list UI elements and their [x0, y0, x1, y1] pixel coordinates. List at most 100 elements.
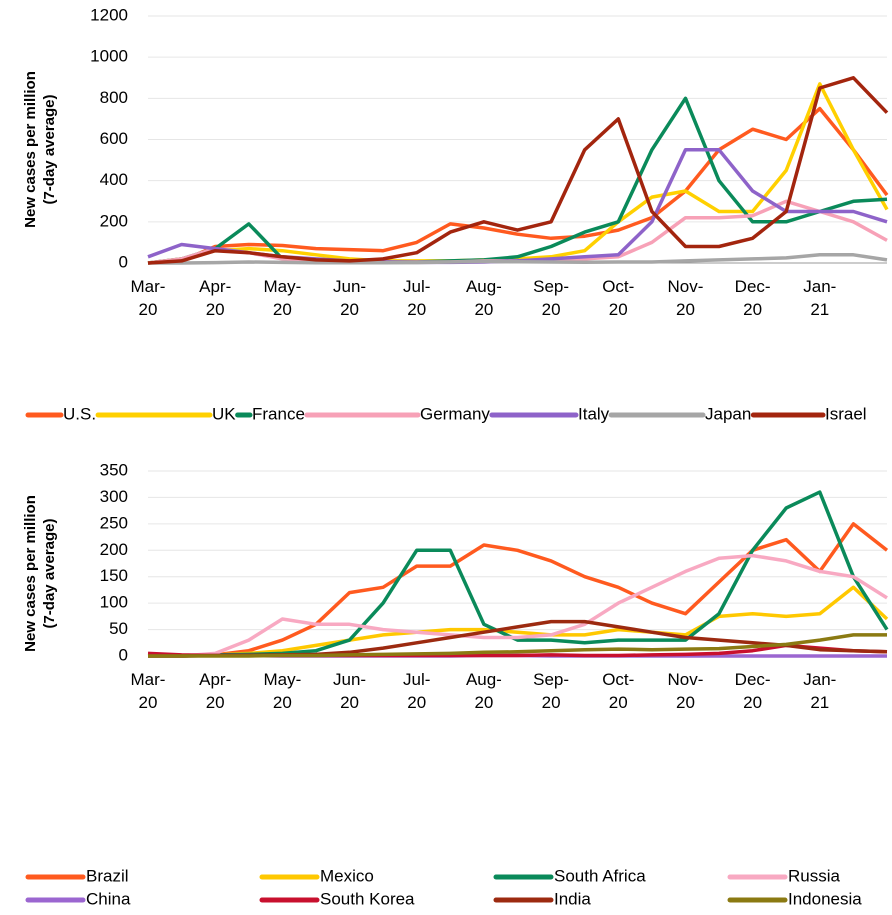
y-tick-label: 800: [100, 88, 128, 107]
x-tick-line: Jun-: [333, 670, 366, 689]
legend-label: Mexico: [320, 866, 374, 885]
x-tick-line: Jun-: [333, 277, 366, 296]
x-tick-line: Nov-: [668, 277, 704, 296]
data-line: [147, 96, 888, 265]
y-tick-label: 0: [119, 252, 128, 271]
x-tick-label: Nov- 20: [668, 277, 704, 319]
legend-label: Indonesia: [788, 889, 862, 908]
x-tick-label: Aug- 20: [466, 277, 502, 319]
x-tick-line: 20: [340, 300, 359, 319]
data-line: [148, 253, 888, 265]
legend-label: Germany: [420, 404, 490, 423]
x-tick-line: Mar-: [131, 277, 166, 296]
x-tick-line: Oct-: [602, 277, 634, 296]
x-tick-label: Jun- 20: [333, 670, 366, 712]
x-tick-line: Dec-: [735, 277, 771, 296]
x-tick-line: Jan-: [803, 670, 836, 689]
x-tick-line: 20: [407, 693, 426, 712]
x-tick-label: Apr- 20: [199, 277, 231, 319]
x-tick-label: Oct- 20: [602, 670, 634, 712]
y-tick-label: 1000: [90, 47, 128, 66]
x-tick-line: 20: [273, 693, 292, 712]
data-line: [147, 76, 889, 265]
x-tick-line: Nov-: [668, 670, 704, 689]
x-tick-line: 20: [139, 693, 158, 712]
y-tick-label: 350: [100, 460, 128, 479]
x-tick-line: 20: [407, 300, 426, 319]
legend-label: Italy: [578, 404, 610, 423]
x-tick-line: May-: [263, 670, 301, 689]
legend-label: France: [252, 404, 305, 423]
x-tick-label: May- 20: [263, 277, 301, 319]
x-tick-line: Jul-: [403, 277, 430, 296]
x-tick-label: Dec- 20: [735, 670, 771, 712]
x-tick-line: 20: [139, 300, 158, 319]
data-line: [148, 522, 889, 658]
x-tick-label: Mar- 20: [131, 670, 166, 712]
data-line: [148, 633, 887, 658]
legend-label: UK: [212, 404, 236, 423]
y-tick-label: 0: [119, 645, 128, 664]
x-tick-line: May-: [263, 277, 301, 296]
x-tick-line: 20: [676, 300, 695, 319]
x-tick-line: 20: [609, 693, 628, 712]
x-tick-label: Oct- 20: [602, 277, 634, 319]
x-tick-line: Apr-: [199, 670, 231, 689]
x-tick-line: 20: [273, 300, 292, 319]
x-tick-line: Mar-: [131, 670, 166, 689]
x-tick-label: Sep- 20: [533, 277, 569, 319]
x-tick-label: Aug- 20: [466, 670, 502, 712]
x-tick-line: 20: [474, 300, 493, 319]
legend-label: South Africa: [554, 866, 646, 885]
x-tick-line: 20: [340, 693, 359, 712]
legend-label: South Korea: [320, 889, 415, 908]
x-tick-line: Jan-: [803, 277, 836, 296]
y-tick-label: 400: [100, 170, 128, 189]
y-tick-label: 200: [100, 540, 128, 559]
y-axis-label-line: (7-day average): [41, 518, 58, 628]
y-tick-label: 200: [100, 211, 128, 230]
x-tick-line: 20: [609, 300, 628, 319]
x-tick-line: Aug-: [466, 670, 502, 689]
data-line: [147, 106, 889, 265]
y-tick-label: 600: [100, 129, 128, 148]
x-tick-label: Nov- 20: [668, 670, 704, 712]
x-tick-label: May- 20: [263, 670, 301, 712]
x-tick-label: Jan- 21: [803, 277, 836, 319]
y-axis-label: New cases per million (7-day average): [22, 495, 58, 652]
data-line: [148, 585, 889, 658]
x-tick-line: 20: [542, 693, 561, 712]
legend-label: India: [554, 889, 591, 908]
x-tick-line: Sep-: [533, 670, 569, 689]
x-tick-line: 21: [810, 300, 829, 319]
x-tick-label: Jul- 20: [403, 670, 430, 712]
x-tick-label: Jan- 21: [803, 670, 836, 712]
x-tick-line: Dec-: [735, 670, 771, 689]
x-tick-line: Apr-: [199, 277, 231, 296]
x-tick-line: 20: [542, 300, 561, 319]
y-axis-label-line: (7-day average): [41, 94, 58, 204]
legend-label: China: [86, 889, 131, 908]
y-tick-label: 150: [100, 566, 128, 585]
y-tick-label: 250: [100, 513, 128, 532]
legend-label: Japan: [705, 404, 751, 423]
x-tick-line: 20: [206, 300, 225, 319]
x-tick-label: Apr- 20: [199, 670, 231, 712]
x-tick-line: 20: [676, 693, 695, 712]
legend-label: Russia: [788, 866, 841, 885]
y-tick-label: 50: [109, 619, 128, 638]
x-tick-line: 20: [743, 693, 762, 712]
x-tick-label: Sep- 20: [533, 670, 569, 712]
x-tick-line: Aug-: [466, 277, 502, 296]
x-tick-label: Jun- 20: [333, 277, 366, 319]
y-axis-label: New cases per million (7-day average): [22, 71, 58, 228]
y-tick-label: 100: [100, 593, 128, 612]
x-tick-line: Jul-: [403, 670, 430, 689]
x-tick-line: Sep-: [533, 277, 569, 296]
y-axis-label-line: New cases per million: [22, 495, 39, 652]
x-tick-line: 21: [810, 693, 829, 712]
x-tick-line: 20: [206, 693, 225, 712]
x-tick-label: Jul- 20: [403, 277, 430, 319]
x-tick-label: Dec- 20: [735, 277, 771, 319]
